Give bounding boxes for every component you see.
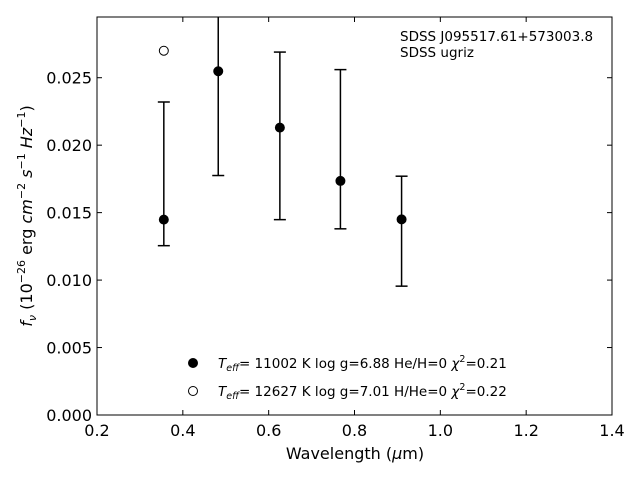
y-tick-label: 0.020 — [46, 136, 92, 155]
data-point-filled — [396, 214, 407, 225]
legend-marker-filled — [188, 358, 198, 368]
x-tick-label: 0.6 — [256, 421, 281, 440]
legend: Teff= 11002 K log g=6.88 He/H=0 χ2=0.21 … — [188, 354, 507, 402]
data-point-filled — [274, 122, 285, 133]
x-tick-label: 0.4 — [170, 421, 195, 440]
y-tick-label: 0.000 — [46, 406, 92, 425]
x-axis-label: Wavelength (μm) — [286, 444, 424, 463]
data-point-filled — [335, 175, 346, 186]
y-tick-label: 0.025 — [46, 69, 92, 88]
x-tick-label: 1.2 — [513, 421, 538, 440]
legend-entry-2: Teff= 12627 K log g=7.01 H/He=0 χ2=0.22 — [218, 382, 507, 402]
x-tick-label: 0.8 — [342, 421, 367, 440]
y-tick-label: 0.005 — [46, 339, 92, 358]
data-point-filled — [158, 214, 169, 225]
plot-frame — [96, 16, 613, 416]
legend-entry-1: Teff= 11002 K log g=6.88 He/H=0 χ2=0.21 — [218, 354, 507, 374]
x-tick-label: 1.0 — [428, 421, 453, 440]
photometry-label: SDSS ugriz — [400, 45, 474, 61]
x-tick-label: 0.2 — [84, 421, 109, 440]
data-point-open — [158, 45, 169, 56]
y-tick-label: 0.010 — [46, 271, 92, 290]
data-point-filled — [213, 66, 224, 77]
data-marks — [157, 17, 408, 287]
y-tick-label: 0.015 — [46, 204, 92, 223]
legend-marker-open — [188, 386, 198, 396]
y-axis-label: fν (10−26 erg cm−2 s−1 Hz−1) — [15, 105, 39, 326]
axis-ticks: 0.2 0.4 0.6 0.8 1.0 1.2 1.4 0.000 0.005 0.010 0.01… — [46, 17, 625, 440]
x-tick-label: 1.4 — [599, 421, 624, 440]
object-name-label: SDSS J095517.61+573003.8 — [400, 29, 593, 45]
